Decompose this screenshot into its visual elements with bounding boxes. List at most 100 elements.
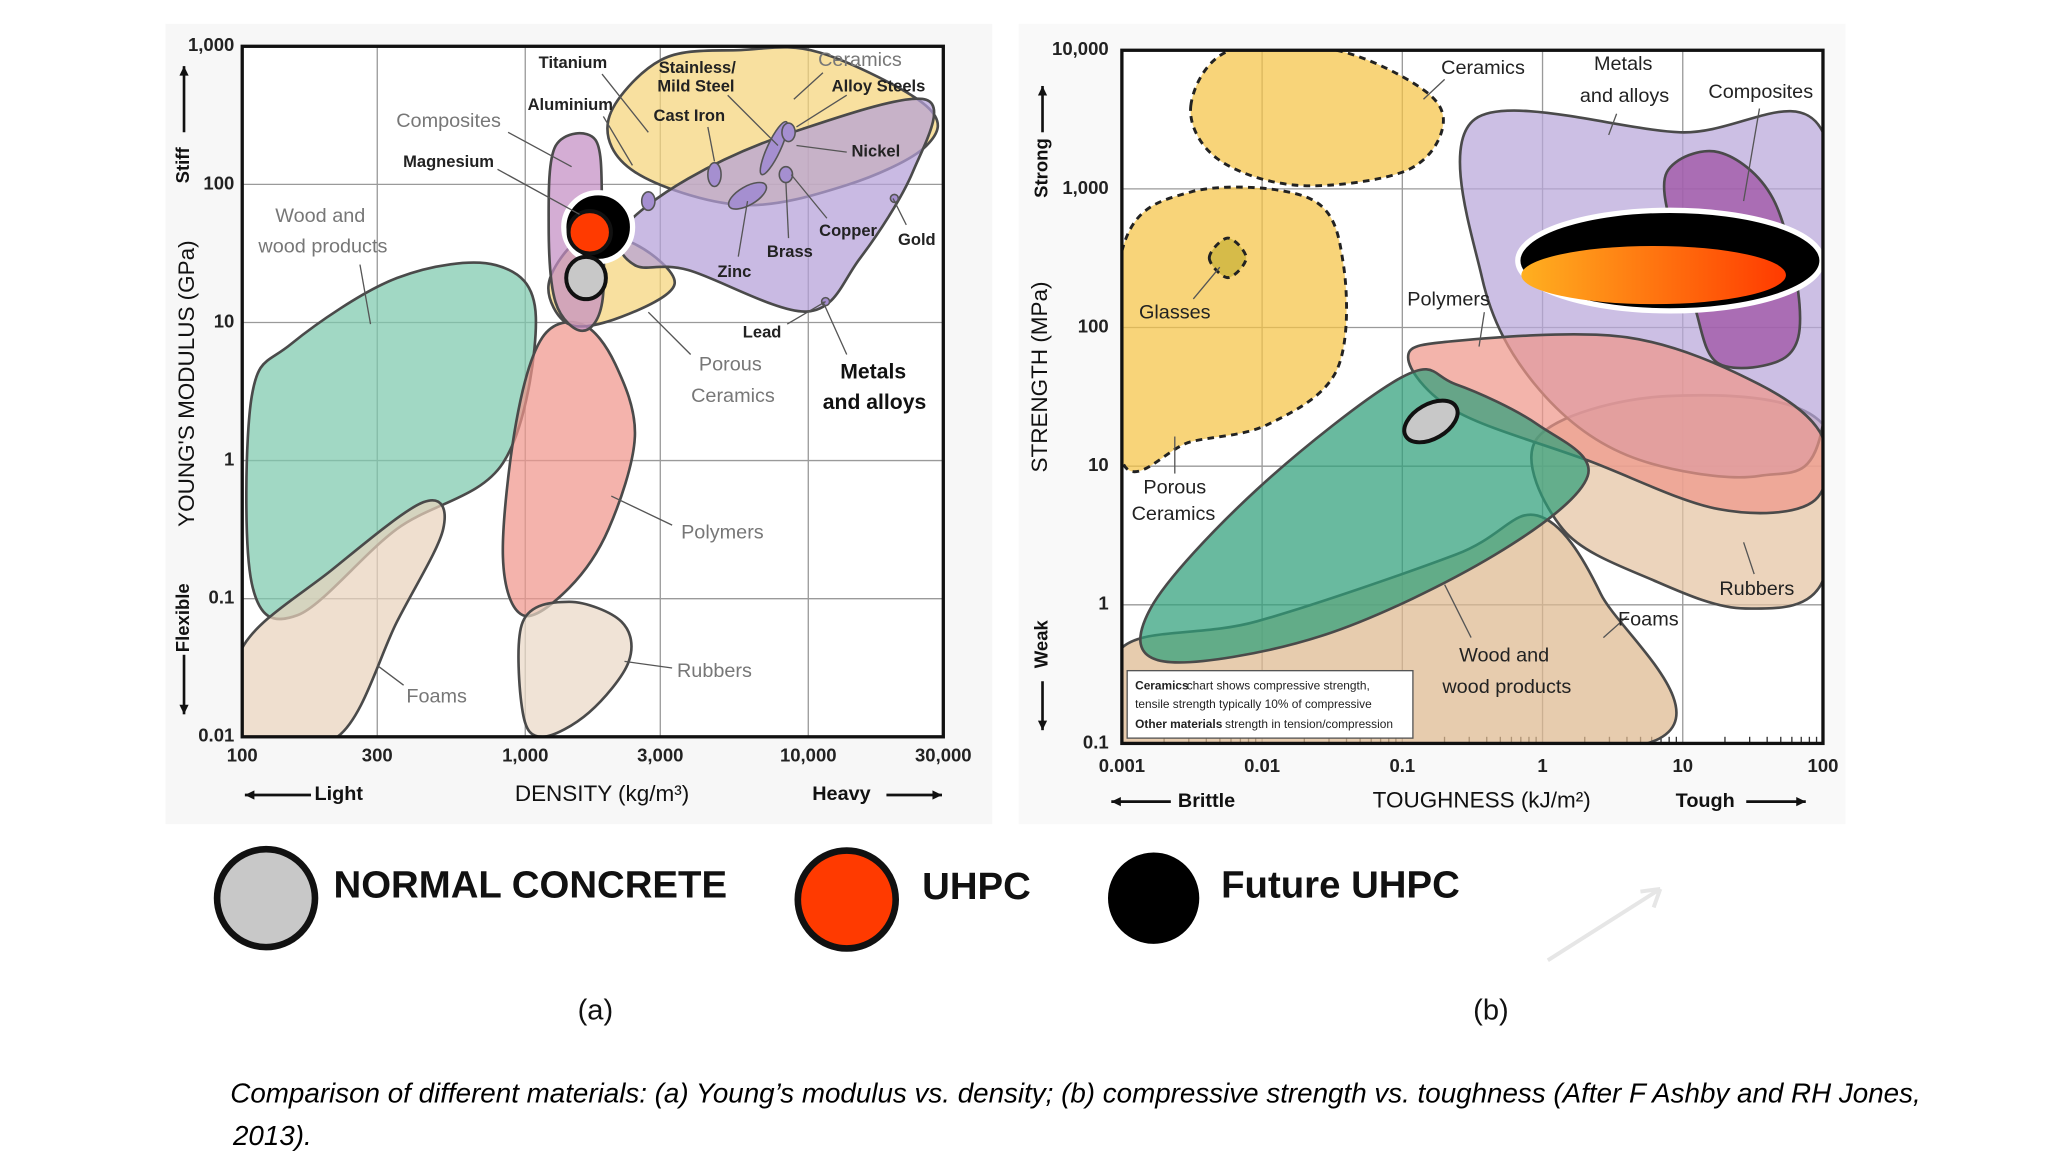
leader-line (892, 198, 907, 226)
y-tick-label: 10 (214, 310, 235, 331)
axis-note: Light (315, 783, 364, 805)
y-tick-label: 10 (1088, 454, 1109, 475)
region-label: wood products (1441, 676, 1571, 698)
x-tick-label: 100 (227, 745, 258, 766)
y-axis-label: STRENGTH (MPa) (1027, 282, 1052, 473)
panel-label: (b) (1473, 995, 1509, 1027)
leader-line (507, 131, 572, 168)
region-label: Rubbers (677, 660, 752, 682)
panel-label: (a) (578, 995, 614, 1027)
material-label: Nickel (852, 141, 901, 160)
region-label: Ceramics (691, 385, 775, 407)
region-label: Composites (396, 110, 501, 132)
x-axis-label: DENSITY (kg/m³) (515, 781, 689, 806)
leader-line (1478, 312, 1485, 347)
region-label: and alloys (823, 391, 926, 414)
region-label: Ceramics (818, 49, 902, 71)
leader-line (1602, 615, 1628, 639)
material-label: Brass (767, 242, 813, 261)
material-label: Lead (743, 323, 782, 342)
axis-arrowhead (179, 66, 189, 76)
concrete-marker (1521, 245, 1786, 305)
material-label: Mild Steel (657, 77, 734, 96)
plot-frame (240, 44, 945, 739)
material-region (1139, 367, 1590, 664)
leader-line (796, 94, 848, 128)
regions (242, 46, 940, 737)
axis-note: Tough (1676, 790, 1735, 812)
y-axis-label: YOUNG'S MODULUS (GPa) (174, 240, 199, 526)
legend-label: UHPC (922, 865, 1031, 908)
x-tick-label: 0.1 (1389, 755, 1415, 776)
material-label: Magnesium (403, 152, 494, 171)
leader-line (796, 144, 847, 153)
region-label: Porous (1143, 476, 1206, 498)
axis-arrowhead (244, 790, 255, 800)
material-region (517, 600, 633, 737)
material-label: Copper (819, 221, 877, 240)
axis-arrowhead (179, 704, 189, 715)
x-tick-label: 300 (362, 745, 393, 766)
region-label: Wood and (1459, 644, 1549, 666)
y-tick-label: 1,000 (1062, 177, 1108, 198)
y-tick-label: 100 (1078, 315, 1109, 336)
note-text: strength in tension/compression (1225, 717, 1393, 731)
caption-line: Comparison of different materials: (a) Y… (230, 1078, 1920, 1109)
note-box (1126, 669, 1414, 739)
note-text: chart shows compressive strength, (1187, 679, 1370, 693)
axis-note: Stiff (172, 147, 193, 184)
material-blob (759, 120, 789, 176)
legend-label: NORMAL CONCRETE (333, 864, 727, 907)
region-label: Composites (1708, 81, 1813, 103)
leader-line (790, 174, 828, 219)
leader-line (822, 301, 848, 355)
material-label: Cast Iron (654, 106, 726, 125)
leader-line (611, 495, 673, 526)
axis-arrowhead (1037, 720, 1048, 731)
x-tick-label: 10,000 (780, 745, 837, 766)
chart-panel: 100 300 1,000 3,000 10,000 30,000 0.01 0.1 1 10 10… (172, 34, 972, 1026)
leader-line (1742, 108, 1761, 202)
legend-marker (213, 845, 319, 951)
leader-line (1444, 584, 1472, 638)
leader-line (602, 116, 634, 166)
region-label: Porous (699, 353, 762, 375)
x-tick-label: 100 (1808, 755, 1839, 776)
leader-line (1423, 78, 1446, 100)
x-tick-label: 10 (1672, 755, 1693, 776)
leader-line (793, 72, 824, 100)
material-region (242, 499, 446, 737)
plot-frame (1120, 48, 1825, 746)
region-label: Polymers (681, 521, 764, 543)
region-label: and alloys (1580, 85, 1669, 107)
x-tick-label: 1 (1537, 755, 1547, 776)
material-region (1189, 50, 1445, 188)
leader-line (624, 660, 673, 669)
axis-note: Flexible (172, 583, 193, 652)
material-label: Zinc (717, 262, 751, 281)
x-tick-label: 30,000 (915, 745, 972, 766)
y-tick-label: 0.01 (198, 725, 234, 746)
leader-line (601, 73, 649, 133)
axis-note: Weak (1030, 619, 1051, 668)
y-tick-label: 10,000 (1052, 38, 1109, 59)
axis-arrowhead (1796, 797, 1806, 807)
legend-label: Future UHPC (1221, 864, 1460, 907)
material-blob (707, 161, 722, 188)
concrete-marker (566, 209, 613, 256)
leader-line (785, 182, 790, 239)
leader-line (737, 200, 749, 257)
region-label: wood products (257, 236, 387, 258)
region-label: Foams (1618, 609, 1679, 631)
y-tick-label: 0.1 (1083, 731, 1109, 752)
y-tick-label: 1 (1098, 593, 1108, 614)
region-label: Ceramics (1441, 57, 1525, 79)
material-label: Aluminium (528, 95, 613, 114)
leader-line (1192, 266, 1221, 300)
material-blob (640, 191, 656, 212)
region-label: Rubbers (1719, 578, 1794, 600)
decorative-arrow (1546, 886, 1663, 963)
leader-line (727, 94, 779, 146)
x-tick-label: 1,000 (502, 745, 548, 766)
